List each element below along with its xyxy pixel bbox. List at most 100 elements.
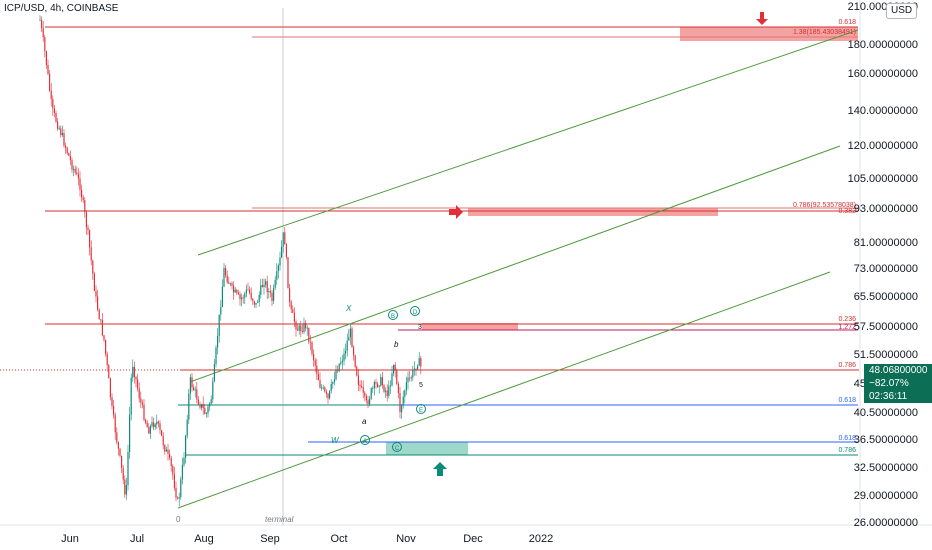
- candle-body: [343, 353, 345, 361]
- candle-body: [119, 448, 121, 456]
- arrow-up-icon[interactable]: [433, 462, 447, 476]
- candle-body: [79, 178, 81, 190]
- candle-body: [237, 292, 239, 295]
- price-tick-label: 105.00000000: [848, 173, 918, 185]
- candle-body: [385, 390, 387, 392]
- candle-body: [61, 132, 63, 136]
- fib-label-0618-lower: 0.618: [838, 435, 856, 442]
- candle-body: [205, 413, 207, 415]
- candle-body: [405, 382, 407, 391]
- candle-body: [394, 364, 396, 371]
- candle-body: [255, 302, 257, 305]
- candle-body: [58, 128, 60, 130]
- candle-body: [258, 294, 260, 303]
- candle-body: [193, 387, 195, 391]
- price-tick-label: 32.50000000: [854, 462, 918, 474]
- candle-body: [103, 335, 105, 340]
- channel-line-middle[interactable]: [189, 145, 841, 383]
- candle-body: [90, 247, 92, 261]
- candle-body: [348, 337, 350, 341]
- candle-body: [60, 128, 62, 136]
- candle-body: [321, 387, 323, 389]
- candle-body: [236, 289, 238, 293]
- channel-line-lower[interactable]: [177, 271, 831, 509]
- time-tick-label: Nov: [396, 533, 416, 545]
- candle-body: [116, 432, 118, 443]
- candle-body: [325, 391, 327, 394]
- candle-body: [353, 347, 355, 356]
- candle-body: [87, 227, 89, 231]
- candle-body: [337, 370, 339, 372]
- candle-body: [213, 364, 215, 382]
- wave-label-b: b: [394, 340, 399, 349]
- fib-label-0618-blue: 0.618: [838, 397, 856, 404]
- candle-body: [92, 260, 94, 274]
- candle-body: [362, 387, 364, 393]
- candle-body: [225, 268, 227, 276]
- candle-body: [388, 386, 390, 397]
- candle-body: [367, 400, 369, 405]
- wave-circle-e: [416, 404, 426, 414]
- target-zone-mid[interactable]: [468, 208, 718, 216]
- price-tick-label: 36.50000000: [854, 434, 918, 446]
- candle-body: [313, 353, 315, 361]
- candle-body: [370, 388, 372, 399]
- price-tick-label: 81.00000000: [854, 237, 918, 249]
- wave-label-x: X: [345, 304, 352, 313]
- time-tick-label: Oct: [330, 533, 347, 545]
- candle-body: [45, 51, 47, 65]
- resistance-zone[interactable]: [422, 323, 518, 330]
- candle-body: [84, 200, 86, 213]
- candle-body: [105, 339, 107, 354]
- price-change-percent: −82.07%: [869, 378, 909, 389]
- candle-body: [340, 362, 342, 364]
- candle-body: [151, 422, 153, 426]
- candle-body: [309, 341, 311, 343]
- support-zone[interactable]: [386, 442, 468, 455]
- channel-line-upper[interactable]: [197, 29, 859, 256]
- candle-body: [375, 382, 377, 384]
- candle-body: [399, 393, 401, 413]
- candle-body: [410, 377, 412, 379]
- candle-body: [169, 453, 171, 458]
- candle-body: [209, 403, 211, 407]
- candle-body: [369, 398, 371, 405]
- candle-body: [154, 424, 156, 428]
- candle-body: [207, 406, 209, 414]
- arrow-down-icon[interactable]: [756, 12, 768, 25]
- candle-body: [135, 376, 137, 380]
- candle-body: [172, 465, 174, 475]
- wave-label-d-circled: D: [413, 310, 418, 316]
- arrow-right-icon[interactable]: [449, 205, 463, 219]
- currency-button[interactable]: USD: [886, 3, 918, 19]
- candle-body: [226, 275, 228, 283]
- candle-body: [333, 379, 335, 383]
- candle-body: [137, 379, 139, 389]
- candle-body: [378, 385, 380, 387]
- candle-body: [277, 265, 279, 272]
- candle-body: [81, 189, 83, 198]
- candle-body: [223, 268, 225, 287]
- candle-body: [95, 290, 97, 297]
- candle-body: [247, 289, 249, 291]
- candle-body: [265, 281, 267, 285]
- candle-body: [175, 487, 177, 498]
- candle-body: [324, 387, 326, 392]
- candle-body: [101, 319, 103, 336]
- candle-body: [44, 37, 46, 52]
- candle-body: [124, 479, 126, 495]
- candle-body: [306, 327, 308, 329]
- candle-body: [412, 369, 414, 378]
- candle-body: [127, 451, 129, 486]
- candle-body: [117, 442, 119, 449]
- candle-body: [298, 325, 300, 331]
- candle-body: [365, 396, 367, 401]
- candle-body: [266, 281, 268, 293]
- candle-body: [349, 328, 351, 338]
- candle-body: [420, 358, 422, 367]
- candle-body: [113, 406, 115, 416]
- fib-label-0382: 0.382: [838, 208, 856, 215]
- candle-body: [261, 285, 263, 288]
